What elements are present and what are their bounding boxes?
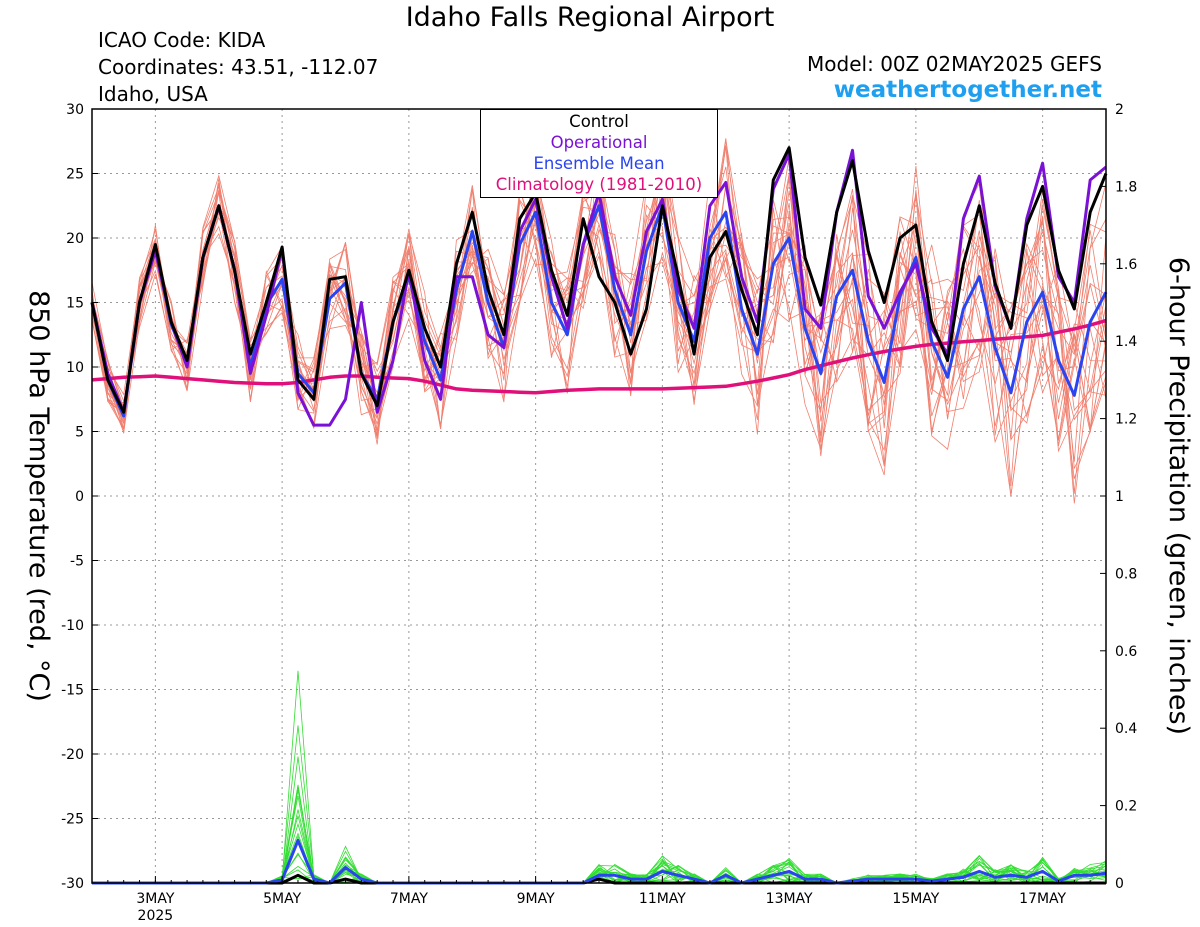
series-line-ensemble-mean <box>90 204 1108 418</box>
y2-tick-label: 0 <box>1115 876 1124 892</box>
y-tick-label: 0 <box>75 489 84 505</box>
x-tick-label: 5MAY <box>263 891 301 907</box>
chart-title: Idaho Falls Regional Airport <box>405 2 775 33</box>
y2-tick-label: 0.4 <box>1115 721 1137 737</box>
y-tick-label: -5 <box>70 554 84 570</box>
temp-member-line <box>91 140 1107 496</box>
y-tick-label: -15 <box>61 683 84 699</box>
y-tick-label: 10 <box>66 360 84 376</box>
y-tick-label: 5 <box>75 425 84 441</box>
y2-axis-label: 6-hour Precipitation (green, inches) <box>1163 257 1194 735</box>
y2-tick-label: 0.2 <box>1115 799 1137 815</box>
icao-code: ICAO Code: KIDA <box>98 28 266 52</box>
y-tick-label: 25 <box>66 167 84 183</box>
model-run: Model: 00Z 02MAY2025 GEFS <box>807 52 1102 76</box>
y2-tick-label: 1.4 <box>1115 334 1137 350</box>
precip-member-line <box>92 756 1107 884</box>
y-tick-label: 15 <box>66 296 84 312</box>
y-tick-label: -25 <box>61 812 84 828</box>
series-line-climatology <box>91 318 1107 395</box>
x-tick-label: 13MAY <box>766 891 813 907</box>
y-tick-label: 30 <box>66 102 84 118</box>
legend-climatology: Climatology (1981-2010) <box>495 175 703 194</box>
y2-tick-label: 0.6 <box>1115 644 1137 660</box>
x-tick-label: 11MAY <box>639 891 686 907</box>
y-axis-label: 850 hPa Temperature (red, °C) <box>23 290 54 702</box>
region: Idaho, USA <box>98 82 208 106</box>
y2-tick-label: 1.6 <box>1115 257 1137 273</box>
y2-tick-label: 1 <box>1115 489 1124 505</box>
y2-tick-label: 2 <box>1115 102 1124 118</box>
y2-tick-label: 1.2 <box>1115 412 1137 428</box>
legend: Control Operational Ensemble Mean Climat… <box>480 109 718 198</box>
x-tick-label: 17MAY <box>1019 891 1066 907</box>
x-tick-label: 9MAY <box>517 891 555 907</box>
y-tick-label: -10 <box>61 618 84 634</box>
ensemble-members <box>91 136 1107 884</box>
legend-control: Control <box>569 112 629 131</box>
y-tick-label: -30 <box>61 876 84 892</box>
y2-tick-label: 1.8 <box>1115 179 1137 195</box>
series-line-control <box>90 146 1108 414</box>
precip-member-line <box>92 670 1107 884</box>
coordinates: Coordinates: 43.51, -112.07 <box>98 55 379 79</box>
x-tick-label: 3MAY <box>136 891 174 907</box>
axes: 302520151050-5-10-15-20-25-3021.81.61.41… <box>61 102 1137 924</box>
y2-tick-label: 0.8 <box>1115 566 1137 582</box>
legend-operational: Operational <box>550 133 648 152</box>
y-tick-label: -20 <box>61 747 84 763</box>
x-tick-label: 15MAY <box>892 891 939 907</box>
x-tick-label: 7MAY <box>390 891 428 907</box>
x-tick-sublabel: 2025 <box>138 908 174 924</box>
site-link[interactable]: weathertogether.net <box>833 77 1102 103</box>
precip-member-line <box>92 725 1107 884</box>
legend-ensemble-mean: Ensemble Mean <box>533 154 665 173</box>
y-tick-label: 20 <box>66 231 84 247</box>
